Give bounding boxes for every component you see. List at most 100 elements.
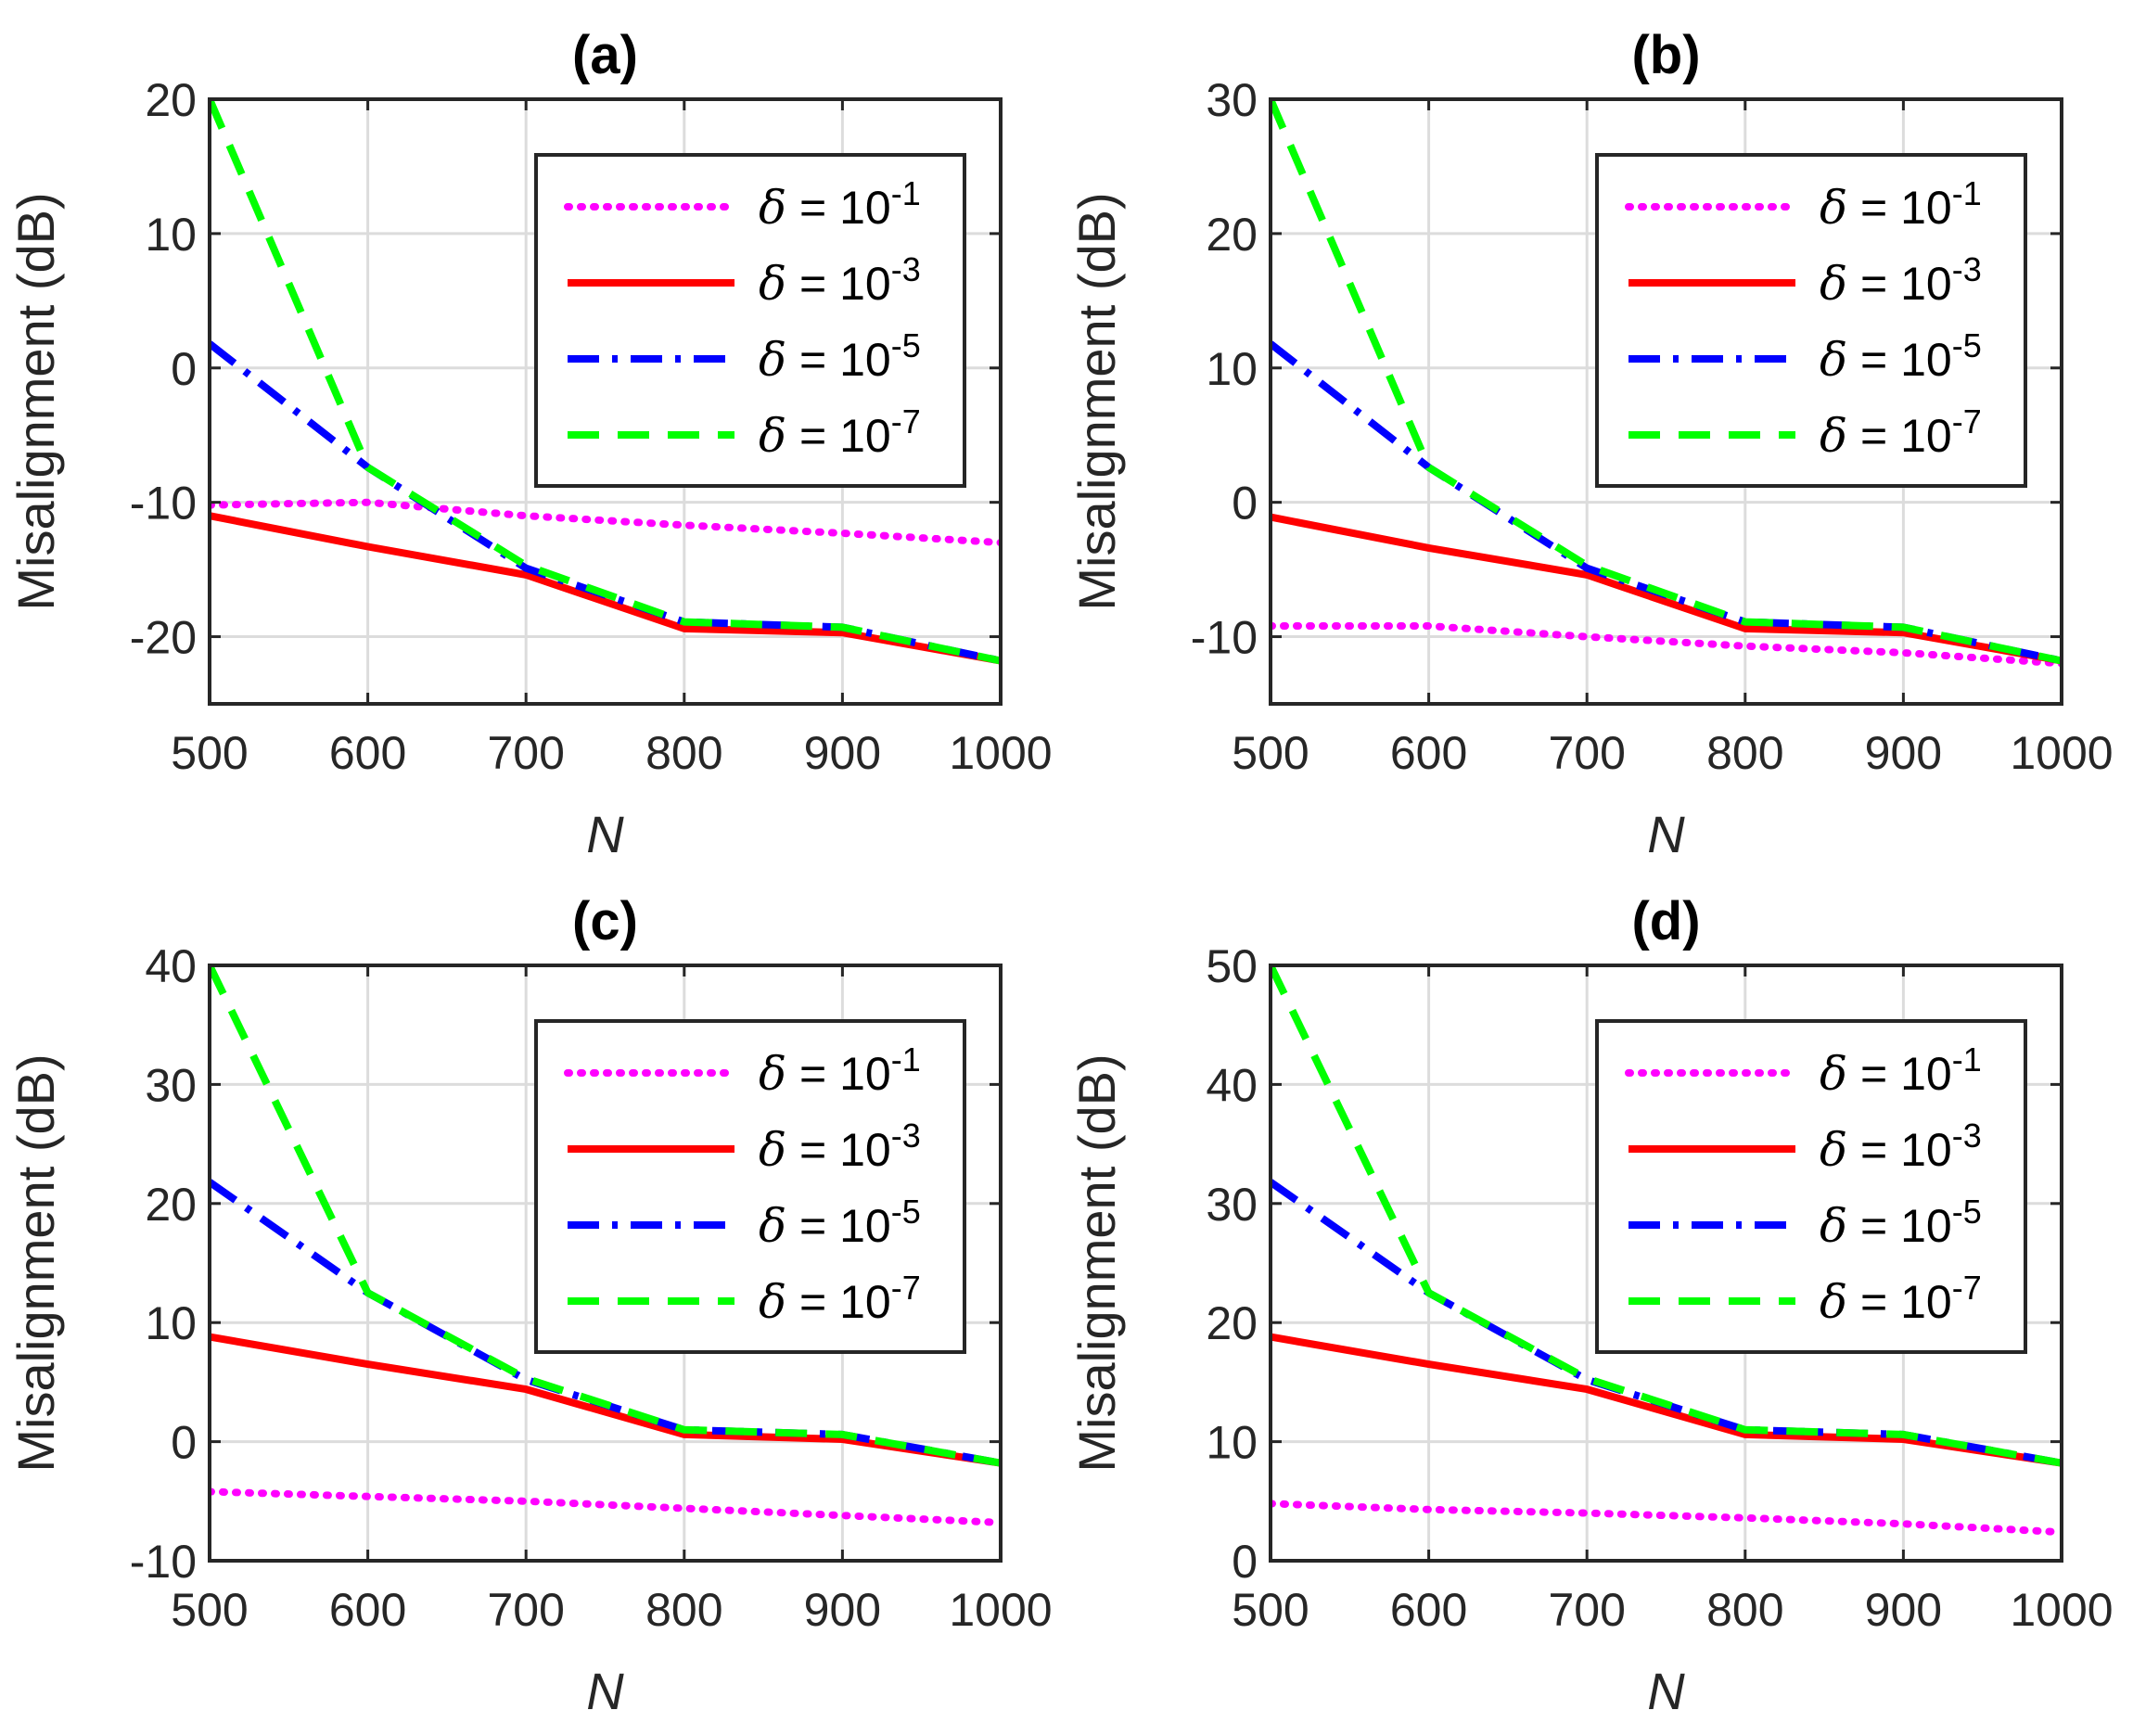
- chart-3-legend-label-3: δ = 10-7: [1820, 1269, 1982, 1329]
- chart-0-legend-base-1: = 10: [786, 258, 891, 310]
- chart-2-x-tick-label-0: 500: [171, 1584, 248, 1636]
- chart-1-legend-exp-3: -7: [1952, 402, 1982, 440]
- chart-2-y-tick-label-0: -10: [130, 1536, 197, 1588]
- chart-1-axes-box: [1269, 97, 2063, 706]
- chart-2-axes-box: [208, 964, 1003, 1563]
- chart-1-legend-label-3: δ = 10-7: [1820, 402, 1982, 463]
- chart-2-y-tick-label-1: 0: [171, 1417, 197, 1469]
- chart-1-y-tick-label-4: 30: [1206, 74, 1258, 126]
- chart-0-y-tick-label-0: -20: [130, 612, 197, 664]
- chart-0-legend-base-2: = 10: [786, 334, 891, 386]
- chart-1-legend-exp-1: -3: [1952, 250, 1982, 288]
- chart-2-x-tick-label-2: 700: [487, 1584, 564, 1636]
- chart-0-legend-delta-1: δ: [759, 257, 786, 311]
- chart-3-ylabel: Misalignment (dB): [1067, 1053, 1126, 1472]
- chart-0-series-group: [210, 99, 1001, 665]
- chart-0-legend-label-2: δ = 10-5: [759, 326, 921, 387]
- chart-3-legend-label-0: δ = 10-1: [1820, 1040, 1982, 1101]
- chart-1-ylabel: Misalignment (dB): [1067, 192, 1126, 610]
- chart-1-legend-exp-2: -5: [1952, 326, 1982, 364]
- chart-0-legend-exp-3: -7: [891, 402, 921, 440]
- chart-3-legend-exp-2: -5: [1952, 1193, 1982, 1231]
- chart-1-series-3-line: [1271, 99, 2062, 665]
- chart-1-title: (b): [1631, 25, 1700, 85]
- chart-3-legend-base-1: = 10: [1847, 1124, 1952, 1176]
- chart-1-y-tick-label-3: 20: [1206, 209, 1258, 261]
- chart-3-y-tick-label-2: 20: [1206, 1297, 1258, 1349]
- chart-2-legend-base-2: = 10: [786, 1200, 891, 1252]
- chart-2-y-tick-label-2: 10: [145, 1297, 197, 1349]
- chart-3-y-tick-label-0: 0: [1232, 1536, 1258, 1588]
- chart-1-xlabel: N: [1647, 805, 1685, 863]
- chart-1-legend-delta-2: δ: [1820, 333, 1847, 387]
- chart-0-legend-exp-0: -1: [891, 174, 921, 212]
- chart-1-legend-base-0: = 10: [1847, 182, 1952, 234]
- chart-3-x-tick-label-3: 800: [1706, 1584, 1783, 1636]
- chart-0-y-tick-label-3: 10: [145, 209, 197, 261]
- chart-0-legend-base-3: = 10: [786, 410, 891, 462]
- chart-0-panel: 500 600 700 800 900 1000 -20 -10 0 10 20 (a) N Misali…: [6, 25, 1053, 863]
- chart-3-legend-delta-0: δ: [1820, 1047, 1847, 1101]
- chart-1-series-group: [1271, 99, 2062, 668]
- chart-1-legend-label-1: δ = 10-3: [1820, 250, 1982, 311]
- chart-0-x-tick-label-5: 1000: [949, 727, 1052, 779]
- chart-0-ylabel: Misalignment (dB): [6, 192, 65, 610]
- chart-1-x-tick-label-2: 700: [1548, 727, 1625, 779]
- chart-1-y-tick-label-2: 10: [1206, 343, 1258, 395]
- chart-3-legend-label-1: δ = 10-3: [1820, 1117, 1982, 1177]
- chart-0-legend-label-3: δ = 10-7: [759, 402, 921, 463]
- chart-1-series-0-line: [1271, 622, 2062, 668]
- chart-3-legend-base-2: = 10: [1847, 1200, 1952, 1252]
- chart-2-legend-base-1: = 10: [786, 1124, 891, 1176]
- chart-3-x-tick-label-5: 1000: [2010, 1584, 2113, 1636]
- chart-2-series-0-line: [210, 1487, 1001, 1526]
- chart-2-legend-exp-0: -1: [891, 1040, 921, 1079]
- chart-1-panel: 500 600 700 800 900 1000 -10 0 10 20 30 (b) N Misalig…: [1067, 25, 2114, 863]
- chart-0-series-0-line: [210, 498, 1001, 547]
- chart-1-legend-delta-0: δ: [1820, 181, 1847, 235]
- chart-1-x-tick-label-5: 1000: [2010, 727, 2113, 779]
- chart-1-legend-label-2: δ = 10-5: [1820, 326, 1982, 387]
- chart-0-x-tick-label-4: 900: [804, 727, 881, 779]
- chart-0-legend-label-1: δ = 10-3: [759, 250, 921, 311]
- chart-3-x-tick-label-2: 700: [1548, 1584, 1625, 1636]
- chart-3-y-tick-label-3: 30: [1206, 1179, 1258, 1231]
- chart-0-legend-delta-0: δ: [759, 181, 786, 235]
- chart-2-x-tick-label-3: 800: [645, 1584, 722, 1636]
- chart-0-y-tick-label-2: 0: [171, 343, 197, 395]
- chart-1-legend-delta-3: δ: [1820, 409, 1847, 463]
- chart-3-title: (d): [1631, 891, 1700, 951]
- chart-1-y-tick-label-0: -10: [1191, 612, 1258, 664]
- chart-3-series-group: [1271, 965, 2062, 1537]
- chart-2-legend-exp-1: -3: [891, 1117, 921, 1155]
- chart-3-series-0-line: [1271, 1500, 2062, 1537]
- chart-3-legend-label-2: δ = 10-5: [1820, 1193, 1982, 1253]
- chart-0-legend-exp-2: -5: [891, 326, 921, 364]
- chart-0-legend-label-0: δ = 10-1: [759, 174, 921, 235]
- chart-2-legend-delta-2: δ: [759, 1199, 786, 1253]
- chart-0-series-3-line: [210, 99, 1001, 665]
- chart-2-panel: 500 600 700 800 900 1000 -10 0 10 20 30 40 (c) N Misal…: [6, 891, 1053, 1720]
- chart-0-x-tick-label-2: 700: [487, 727, 564, 779]
- chart-1-y-tick-label-1: 0: [1232, 478, 1258, 530]
- chart-3-x-tick-label-0: 500: [1232, 1584, 1309, 1636]
- chart-0-legend-base-0: = 10: [786, 182, 891, 234]
- chart-2-series-group: [210, 965, 1001, 1526]
- chart-0-legend-exp-1: -3: [891, 250, 921, 288]
- chart-2-legend-delta-3: δ: [759, 1275, 786, 1329]
- chart-2-legend-exp-3: -7: [891, 1269, 921, 1307]
- chart-0-axes-box: [208, 97, 1003, 706]
- chart-3-y-tick-label-5: 50: [1206, 940, 1258, 992]
- chart-3-series-1-line: [1271, 1333, 2062, 1467]
- chart-3-x-tick-label-4: 900: [1865, 1584, 1942, 1636]
- chart-3-y-tick-label-1: 10: [1206, 1417, 1258, 1469]
- chart-3-legend-exp-1: -3: [1952, 1117, 1982, 1155]
- chart-1-x-tick-label-0: 500: [1232, 727, 1309, 779]
- chart-3-legend: δ = 10-1δ = 10-3δ = 10-5δ = 10-7: [1595, 1019, 2027, 1354]
- chart-2-y-tick-label-5: 40: [145, 940, 197, 992]
- chart-2-legend-label-0: δ = 10-1: [759, 1040, 921, 1101]
- chart-1-x-tick-label-3: 800: [1706, 727, 1783, 779]
- chart-2-x-tick-label-4: 900: [804, 1584, 881, 1636]
- chart-0-legend: δ = 10-1δ = 10-3δ = 10-5δ = 10-7: [534, 153, 966, 488]
